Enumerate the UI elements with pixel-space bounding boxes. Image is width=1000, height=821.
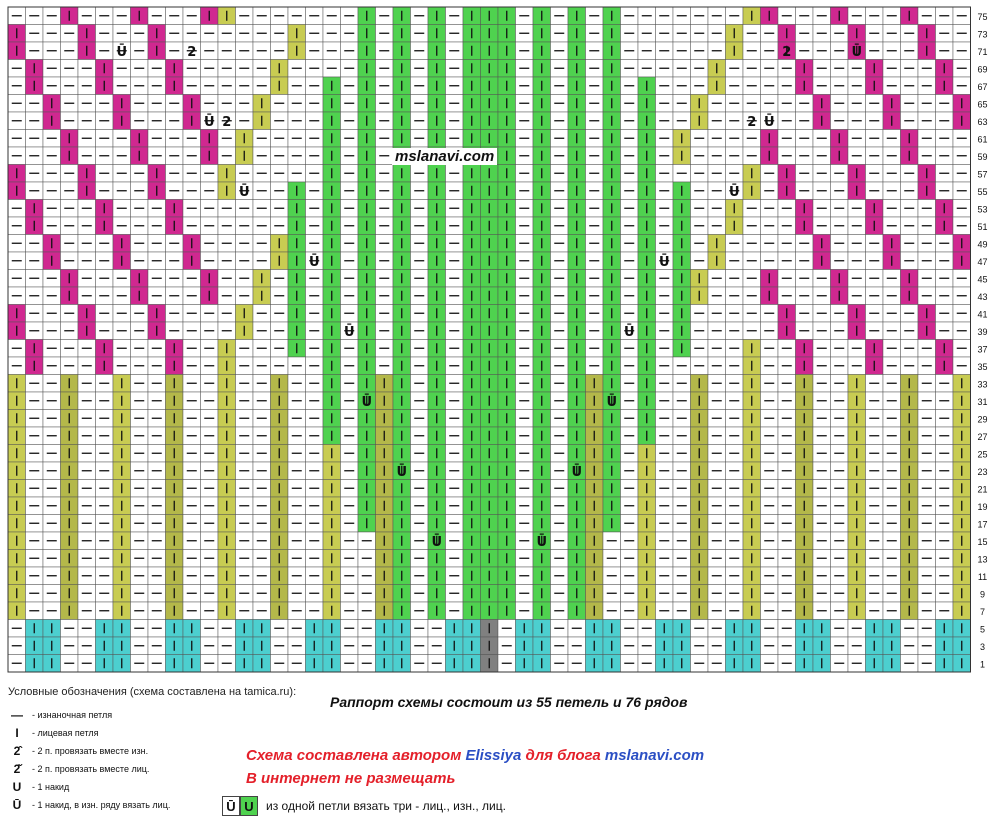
row-number: 73	[977, 29, 987, 39]
row-number: 71	[977, 47, 987, 57]
legend-title: Условные обозначения (схема составлена н…	[8, 686, 297, 698]
repeat-note: Раппорт схемы состоит из 55 петель и 76 …	[330, 694, 688, 710]
row-number: 51	[977, 222, 987, 232]
stitch-symbol: 2	[187, 45, 196, 60]
stitch-symbol: 2	[222, 115, 231, 130]
row-number: 15	[977, 537, 987, 547]
row-number: 17	[977, 519, 987, 529]
row-number: 67	[977, 82, 987, 92]
row-number: 25	[977, 449, 987, 459]
stitch-symbol: 2	[747, 115, 756, 130]
row-number: 63	[977, 117, 987, 127]
legend-item-yarnover-knit: Ū - 1 накид, в изн. ряду вязать лиц.	[8, 798, 171, 812]
row-number: 41	[977, 309, 987, 319]
three-stitch-text: из одной петли вязать три - лиц., изн., …	[266, 799, 506, 813]
row-number: 53	[977, 204, 987, 214]
row-number: 33	[977, 379, 987, 389]
row-number: 45	[977, 274, 987, 284]
legend-text: - лицевая петля	[32, 728, 99, 738]
legend-text: - 1 накид	[32, 782, 70, 792]
row-number: 75	[977, 12, 987, 22]
stitch-symbol: 2	[782, 45, 791, 60]
yarnover-knit-symbol-icon: Ū	[12, 798, 22, 812]
row-number: 61	[977, 134, 987, 144]
row-number: 13	[977, 554, 987, 564]
row-number: 1	[980, 659, 985, 669]
row-number: 37	[977, 344, 987, 354]
stitch-symbol: Ū	[659, 254, 670, 270]
row-number: 29	[977, 414, 987, 424]
watermark: mslanavi.com	[392, 148, 498, 165]
row-number: 27	[977, 432, 987, 442]
stitch-symbol: Ū	[624, 324, 635, 340]
author-site: mslanavi.com	[604, 747, 705, 764]
row-number: 39	[977, 327, 987, 337]
stitch-symbol: Ū	[204, 114, 215, 130]
row-number: 35	[977, 362, 987, 372]
stitch-symbol: Ū	[606, 394, 617, 410]
legend-item-yarnover: U - 1 накид	[8, 780, 70, 794]
row-number: 65	[977, 99, 987, 109]
yarnover-symbol-icon: U	[12, 780, 22, 794]
chart-border	[7, 6, 971, 673]
yarnover-box-icon: U	[240, 796, 258, 816]
stitch-symbol: Ū	[361, 394, 372, 410]
legend-text: - 2 п. провязать вместе изн.	[32, 746, 149, 756]
row-number: 3	[980, 642, 985, 652]
row-number: 19	[977, 502, 987, 512]
row-number: 59	[977, 152, 987, 162]
knit-symbol-icon: I	[15, 726, 19, 740]
row-number: 23	[977, 467, 987, 477]
row-number: 11	[978, 572, 987, 582]
row-number: 57	[977, 169, 987, 179]
copyright-note: В интернет не размещать	[246, 770, 456, 787]
stitch-symbol: Ū	[764, 114, 775, 130]
author-line: Схема составлена автором Elissiya для бл…	[246, 747, 704, 764]
legend-item-knit: I - лицевая петля	[8, 726, 99, 740]
row-number: 47	[977, 257, 987, 267]
row-number: 21	[977, 484, 987, 494]
legend-item-p2tog: 2̂ - 2 п. провязать вместе изн.	[8, 744, 148, 758]
author-prefix: Схема составлена автором	[246, 747, 466, 764]
k2tog-symbol-icon: 2̌	[13, 762, 21, 776]
row-number: 5	[980, 624, 985, 634]
p2tog-symbol-icon: 2̂	[13, 744, 21, 758]
stitch-symbol: Ū	[536, 534, 547, 550]
row-number: 9	[980, 589, 985, 599]
three-stitch-legend: Ū U из одной петли вязать три - лиц., из…	[222, 796, 506, 816]
row-number: 7	[980, 607, 985, 617]
stitch-symbol: Ū	[239, 184, 250, 200]
author-name: Elissiya	[465, 747, 522, 764]
stitch-symbol: Ū	[729, 184, 740, 200]
row-number: 69	[977, 64, 987, 74]
purl-symbol-icon: —	[11, 708, 23, 722]
legend-item-k2tog: 2̌ - 2 п. провязать вместе лиц.	[8, 762, 150, 776]
legend-text: - 2 п. провязать вместе лиц.	[32, 764, 150, 774]
row-number: 49	[977, 239, 987, 249]
row-number: 43	[977, 292, 987, 302]
legend-item-purl: — - изнаночная петля	[8, 708, 112, 722]
stitch-symbol: Ū	[431, 534, 442, 550]
legend-text: - изнаночная петля	[32, 710, 113, 720]
stitch-symbol: Ū	[116, 44, 127, 60]
stitch-symbol: Ū	[851, 44, 862, 60]
stitch-symbol: Ū	[396, 464, 407, 480]
stitch-symbol: Ū	[309, 254, 320, 270]
stitch-symbol: Ū	[571, 464, 582, 480]
author-middle: для блога	[521, 747, 605, 764]
row-number: 55	[977, 187, 987, 197]
legend-text: - 1 накид, в изн. ряду вязать лиц.	[32, 800, 171, 810]
row-number: 31	[977, 397, 987, 407]
stitch-symbol: Ū	[344, 324, 355, 340]
yarnover-knit-box-icon: Ū	[222, 796, 240, 816]
knitting-chart: 7573716967656361595755535149474543413937…	[7, 6, 988, 673]
